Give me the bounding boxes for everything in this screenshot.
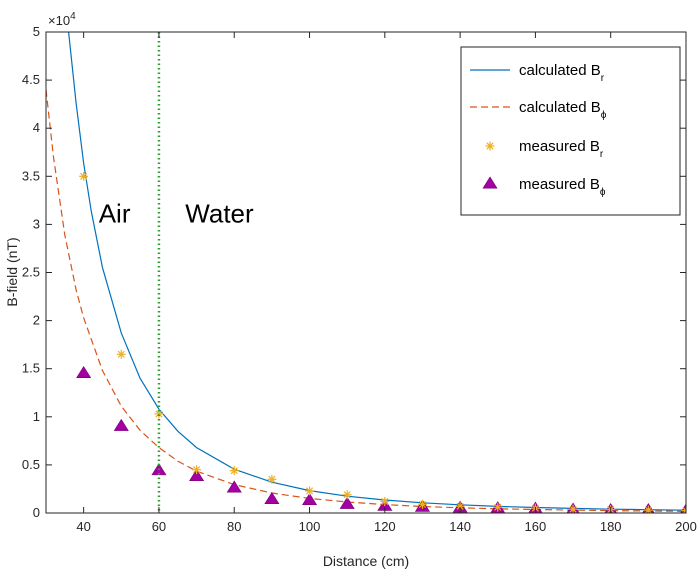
y-tick-label: 0 [33, 505, 40, 520]
legend-triangle-marker [482, 176, 498, 189]
measured-bphi-point [226, 480, 242, 493]
legend-label-main: measured B [519, 176, 600, 193]
y-tick-label: 4 [33, 120, 40, 135]
y-tick-label: 3.5 [22, 168, 40, 183]
x-tick-label: 40 [76, 519, 90, 534]
series-2 [79, 171, 686, 513]
legend-label-subscript: r [601, 73, 605, 84]
legend-label-main: calculated B [519, 99, 601, 116]
x-tick-label: 80 [227, 519, 241, 534]
measured-br-point [342, 490, 352, 500]
x-tick-label: 60 [152, 519, 166, 534]
measured-bphi-point [301, 492, 318, 505]
legend-asterisk-marker [485, 141, 495, 151]
legend-entry-1: calculated Bϕ [470, 99, 607, 121]
y-axis-label: B-field (nT) [4, 237, 20, 306]
legend-label-subscript: ϕ [601, 110, 607, 121]
x-tick-label: 200 [675, 519, 697, 534]
x-axis-label: Distance (cm) [323, 553, 409, 569]
legend-box [460, 46, 681, 216]
measured-br-point [192, 465, 202, 475]
legend-label-main: calculated B [519, 62, 601, 79]
legend-entry-2: measured Br [485, 138, 604, 160]
y-tick-label: 2 [33, 313, 40, 328]
legend-label: measured Bϕ [519, 176, 606, 198]
y-tick-label: 2.5 [22, 265, 40, 280]
measured-bphi-point [189, 468, 205, 481]
legend-label-subscript: r [600, 149, 604, 160]
measured-br-point [380, 496, 390, 506]
measured-bphi-point [113, 418, 129, 431]
legend-label-main: measured B [519, 138, 600, 155]
water-annotation: Water [185, 198, 254, 228]
measured-br-point [643, 505, 653, 513]
legend-label: calculated Br [519, 62, 605, 84]
series-1 [46, 89, 686, 512]
measured-bphi-point [339, 496, 355, 509]
measured-br-point [305, 486, 315, 496]
y-tick-label: 3 [33, 216, 40, 231]
legend-label: calculated Bϕ [519, 99, 607, 121]
y-tick-label: 1 [33, 409, 40, 424]
x-tick-label: 120 [374, 519, 396, 534]
legend-label-subscript: ϕ [600, 187, 606, 198]
x-tick-label: 160 [525, 519, 547, 534]
measured-br-point [267, 474, 277, 484]
y-exponent-power: 4 [70, 11, 76, 22]
legend-entry-0: calculated Br [470, 62, 605, 84]
legend-label: measured Br [519, 138, 604, 160]
measured-br-point [417, 499, 427, 509]
measured-br-point [79, 171, 89, 181]
x-tick-label: 180 [600, 519, 622, 534]
y-tick-label: 5 [33, 24, 40, 39]
legend-entry-3: measured Bϕ [482, 176, 606, 198]
y-tick-label: 4.5 [22, 72, 40, 87]
measured-bphi-point [264, 491, 280, 505]
x-tick-label: 140 [449, 519, 471, 534]
measured-br-point [116, 349, 126, 359]
measured-br-point [493, 502, 503, 512]
calculated-bphi-line [46, 89, 686, 512]
axis-ticks: 40 60 80 100 120 140 160 180 200 0 0.5 1 1.5 2 2.5 3 3.5… [22, 24, 697, 534]
y-tick-label: 0.5 [22, 457, 40, 472]
x-tick-label: 100 [299, 519, 321, 534]
y-exponent: ×104 [48, 11, 76, 28]
y-tick-label: 1.5 [22, 361, 40, 376]
y-exponent-base: ×10 [48, 13, 70, 28]
measured-br-point [568, 504, 578, 513]
air-annotation: Air [99, 198, 131, 228]
measured-bphi-point [76, 365, 92, 379]
measured-br-point [229, 466, 239, 476]
series-layer [46, 32, 686, 513]
